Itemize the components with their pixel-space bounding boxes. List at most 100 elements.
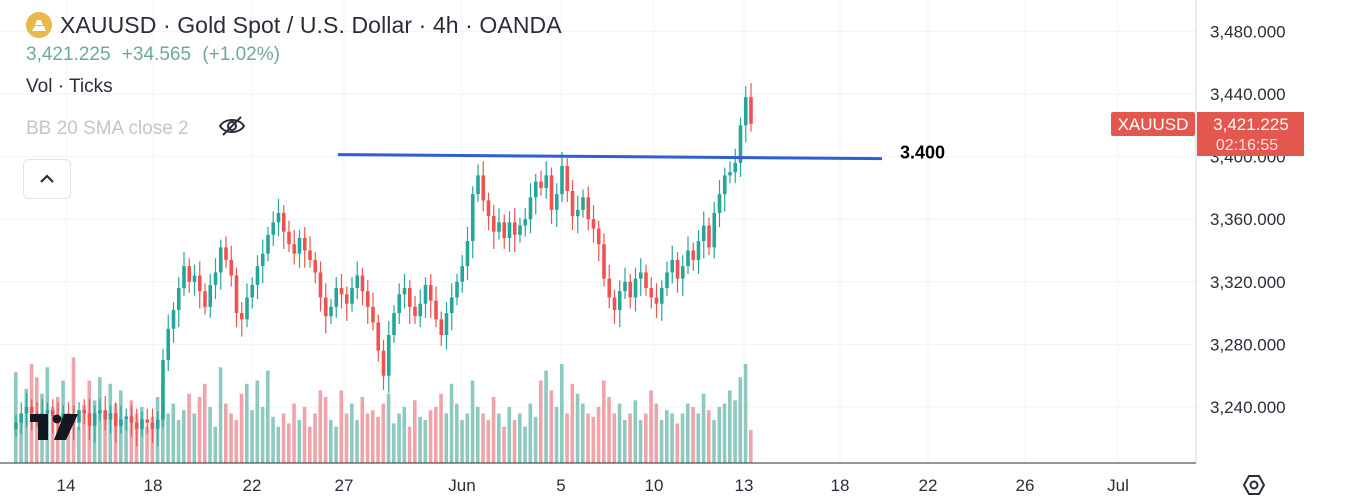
symbol-title[interactable]: XAUUSD · Gold Spot / U.S. Dollar · 4h · … (60, 11, 562, 38)
candle-body (313, 259, 318, 273)
candle-body (717, 194, 722, 213)
time-tick-label: 22 (243, 476, 262, 495)
candle-body (465, 241, 470, 267)
candle-body (145, 419, 150, 423)
candle-body (323, 297, 328, 317)
candle-body (402, 288, 407, 295)
price-change-percent: (+1.02%) (202, 44, 280, 65)
candle-body (502, 222, 507, 238)
tradingview-logo[interactable] (30, 414, 80, 447)
volume-bar (197, 397, 202, 463)
price-axis[interactable]: 3,480.0003,440.0003,400.0003,360.0003,32… (1195, 0, 1286, 463)
candle-body (124, 416, 129, 420)
volume-bar (696, 413, 701, 463)
candle-body (376, 322, 381, 351)
volume-bar (659, 420, 664, 463)
annotation-layer: 3.400 (337, 143, 945, 163)
volume-bar (413, 400, 417, 463)
candle-body (418, 303, 423, 317)
candle-body (617, 291, 622, 310)
candle-body (381, 350, 386, 376)
volume-bar (680, 413, 685, 463)
volume-bar (575, 393, 580, 463)
settings-icon[interactable] (1242, 475, 1266, 495)
candle-body (218, 247, 223, 273)
collapse-legend-button[interactable] (23, 159, 71, 199)
candle-body (50, 410, 55, 417)
indicator-volume-label: Vol · Ticks (26, 76, 113, 97)
candle-body (302, 237, 307, 251)
candle-body (260, 253, 265, 267)
volume-bar (318, 390, 323, 463)
candle-body (486, 200, 491, 217)
volume-bar (229, 413, 233, 463)
candle-body (728, 172, 732, 176)
volume-bar (528, 403, 533, 463)
candle-body (329, 306, 333, 317)
time-tick-label: 14 (57, 476, 76, 495)
volume-bar (712, 420, 716, 463)
time-tick-label: 18 (144, 476, 163, 495)
candle-body (281, 212, 286, 232)
volume-bar (224, 403, 228, 463)
volume-bar (612, 413, 617, 463)
volume-bar (502, 426, 506, 463)
volume-bar (82, 405, 86, 463)
volume-bar (381, 403, 386, 463)
candle-body (344, 294, 349, 304)
volume-bar (182, 410, 186, 463)
candle-body (87, 413, 92, 426)
candle-body (560, 165, 564, 195)
volume-bar (392, 423, 396, 463)
volume-bar (271, 416, 275, 463)
candle-body (134, 422, 139, 429)
volume-bar (266, 370, 270, 463)
volume-bar (628, 413, 632, 463)
candle-body (628, 281, 633, 298)
candle-body (245, 297, 249, 320)
volume-bar (586, 413, 590, 463)
candle-body (533, 181, 538, 198)
candle-body (224, 247, 228, 260)
volume-bar (444, 413, 449, 463)
chart-legend: XAUUSD · Gold Spot / U.S. Dollar · 4h · … (26, 10, 562, 142)
indicator-bb-label: BB 20 SMA close 2 (26, 118, 189, 139)
eye-hidden-icon[interactable] (217, 115, 247, 143)
horizontal-trend-line[interactable] (337, 153, 883, 161)
indicator-bollinger[interactable]: BB 20 SMA close 2 (26, 116, 562, 142)
volume-bar (402, 406, 407, 463)
volume-bar (407, 426, 412, 463)
candle-body (539, 181, 543, 188)
candle-body (192, 275, 197, 282)
volume-bar (633, 400, 638, 463)
candle-body (507, 222, 512, 238)
volume-bar (607, 397, 611, 463)
volume-bar (523, 426, 527, 463)
volume-bar (339, 390, 344, 463)
candle-body (129, 416, 134, 423)
candle-body (318, 272, 323, 298)
candle-body (407, 288, 412, 307)
candle-body (449, 297, 454, 314)
volume-bar (565, 413, 569, 463)
volume-bar (260, 406, 265, 463)
volume-bar (355, 420, 359, 463)
candle-body (413, 306, 417, 317)
candle-body (586, 197, 591, 220)
candle-body (633, 278, 638, 298)
candle-body (470, 194, 475, 242)
indicator-volume[interactable]: Vol · Ticks (26, 76, 562, 102)
volume-bar (77, 426, 81, 463)
candle-body (570, 191, 575, 217)
time-axis[interactable]: 14 18 22 27 Jun 5 10 13 18 22 26 Jul (0, 462, 1196, 495)
candle-body (749, 97, 753, 124)
price-tick-label: 3,280.000 (1210, 335, 1286, 354)
candle-body (581, 197, 585, 210)
time-tick-label: 10 (645, 476, 664, 495)
candle-body (45, 410, 50, 414)
volume-bar (497, 413, 501, 463)
last-price-badge (1197, 112, 1304, 156)
candle-body (276, 212, 281, 223)
candle-body (623, 281, 627, 292)
